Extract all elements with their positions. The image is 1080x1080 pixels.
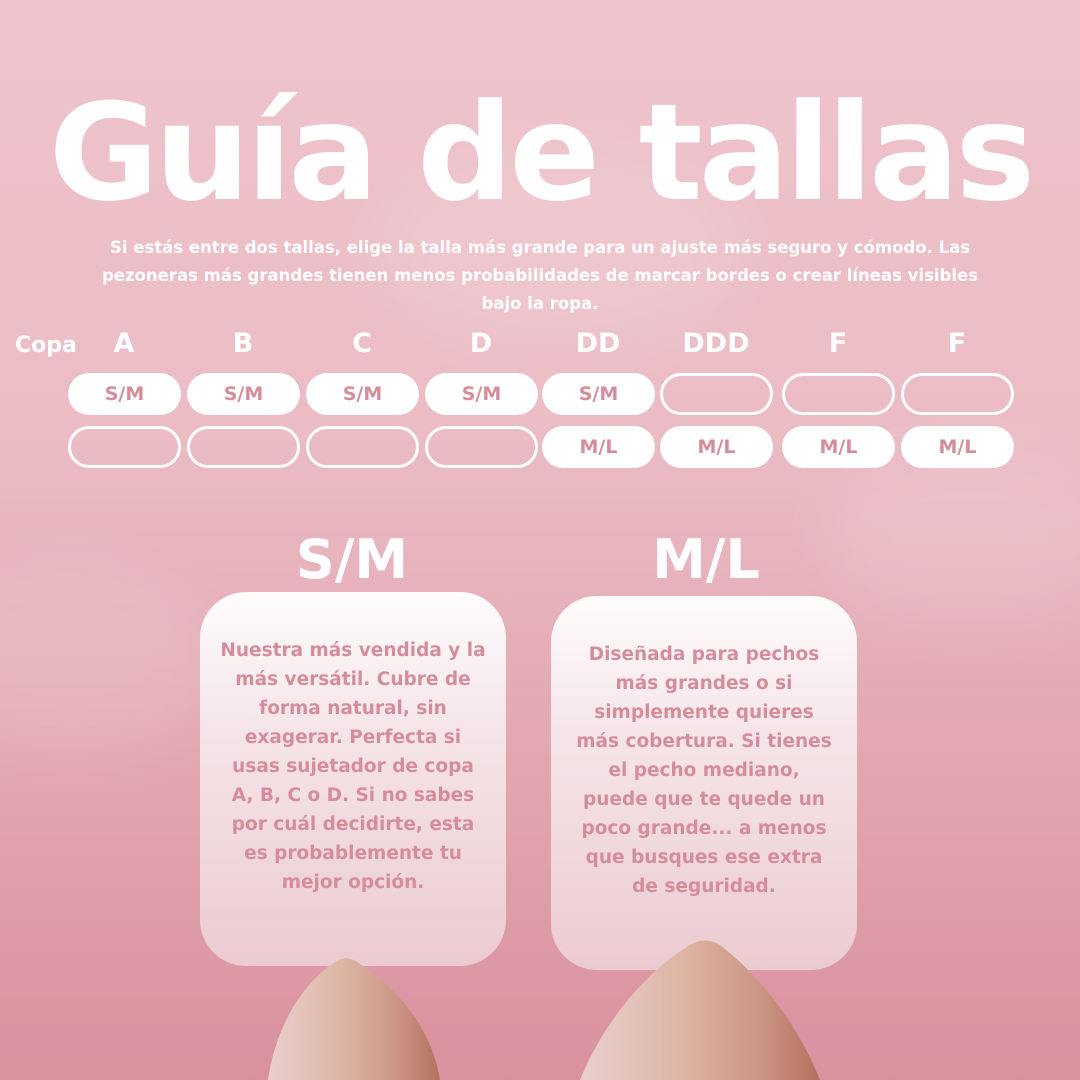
size-pill-sm: S/M <box>542 373 655 415</box>
size-pill-sm: S/M <box>68 373 181 415</box>
cup-label: B <box>232 328 254 359</box>
cup-row-label: Copa <box>15 333 77 358</box>
size-heading-sm: S/M <box>295 528 409 591</box>
cloud-decoration <box>820 450 1080 630</box>
empty-size-pill <box>901 373 1014 415</box>
empty-size-pill <box>660 373 773 415</box>
size-pill-sm: S/M <box>187 373 300 415</box>
nipple-cover-sm-image <box>268 958 440 1080</box>
empty-size-pill <box>782 373 895 415</box>
size-pill-ml: M/L <box>901 426 1014 468</box>
size-pill-ml: M/L <box>782 426 895 468</box>
cup-label: D <box>469 328 493 359</box>
subtitle: Si estás entre dos tallas, elige la tall… <box>101 238 979 313</box>
size-card-sm: Nuestra más vendida y la más versátil. C… <box>200 592 506 966</box>
cup-label: DDD <box>682 328 750 359</box>
page-title: Guía de tallas <box>48 75 1035 231</box>
cloud-decoration <box>0 560 220 760</box>
cup-label: F <box>828 328 848 359</box>
size-description-ml: Diseñada para pechos más grandes o si si… <box>576 644 832 897</box>
size-description-sm: Nuestra más vendida y la más versátil. C… <box>220 640 486 893</box>
size-pill-sm: S/M <box>425 373 538 415</box>
cloud-decoration <box>380 150 740 350</box>
size-pill-ml: M/L <box>542 426 655 468</box>
cup-label: DD <box>575 328 621 359</box>
size-heading-ml: M/L <box>652 528 760 591</box>
size-card-ml: Diseñada para pechos más grandes o si si… <box>551 596 857 970</box>
empty-size-pill <box>187 426 300 468</box>
cup-label: F <box>947 328 967 359</box>
cup-label: C <box>352 328 372 359</box>
size-pill-sm: S/M <box>306 373 419 415</box>
empty-size-pill <box>306 426 419 468</box>
size-pill-ml: M/L <box>660 426 773 468</box>
empty-size-pill <box>425 426 538 468</box>
empty-size-pill <box>68 426 181 468</box>
cup-label: A <box>113 328 135 359</box>
